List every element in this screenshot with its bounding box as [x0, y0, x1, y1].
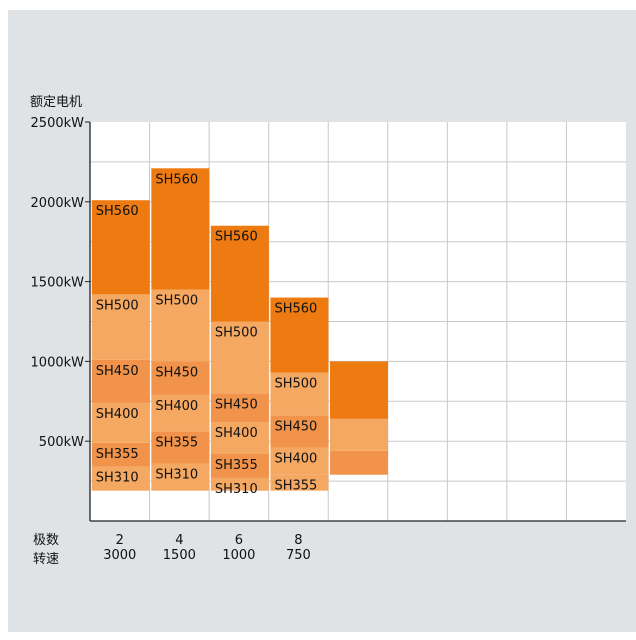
- segment-label: SH400: [96, 407, 139, 422]
- segment-label: SH310: [155, 468, 198, 483]
- bar-segment: [210, 393, 269, 423]
- bar-segment: [330, 418, 388, 451]
- x-row2-label: 转速: [33, 552, 59, 567]
- bar-segment: [210, 422, 269, 454]
- segment-label: SH400: [155, 399, 198, 414]
- axes: [89, 122, 626, 522]
- y-tick-label: 2000kW: [31, 196, 85, 211]
- bar-segment: [270, 415, 329, 448]
- segment-label: SH500: [96, 298, 139, 313]
- y-tick-labels: 500kW 1000kW 1500kW 2000kW 2500kW: [31, 116, 90, 450]
- y-tick-label: 1000kW: [31, 355, 85, 370]
- segment-label: SH355: [215, 458, 258, 473]
- bar-segment: [151, 168, 210, 290]
- segment-label: SH500: [215, 326, 258, 341]
- bar-segment: [151, 394, 210, 432]
- segment-label: SH560: [96, 204, 139, 219]
- y-tick-label: 500kW: [39, 435, 84, 450]
- bar-segment: [151, 463, 210, 491]
- segment-label: SH560: [215, 230, 258, 245]
- x-tick-label-pole: 8: [294, 533, 302, 548]
- bar-segment: [270, 372, 329, 416]
- bar-segment: [210, 321, 269, 394]
- bar-segment: [330, 361, 388, 419]
- y-axis-title: 额定电机: [30, 95, 82, 110]
- segment-label: SH400: [215, 426, 258, 441]
- bar-segment: [270, 474, 329, 491]
- segment-label: SH450: [274, 420, 317, 435]
- segment-label: SH355: [96, 447, 139, 462]
- bar-segment: [91, 200, 150, 295]
- x-tick-label-speed: 750: [286, 548, 311, 563]
- y-tick-label: 2500kW: [31, 116, 85, 131]
- x-tick-label-pole: 4: [175, 533, 183, 548]
- bar-segment: [91, 442, 150, 467]
- segment-label: SH400: [274, 452, 317, 467]
- x-tick-label-speed: 1500: [163, 548, 196, 563]
- segment-label: SH450: [215, 397, 258, 412]
- segment-label: SH450: [155, 365, 198, 380]
- segment-label: SH560: [274, 302, 317, 317]
- bar-segment: [270, 297, 329, 373]
- segment-label: SH355: [274, 479, 317, 494]
- segment-label: SH500: [155, 294, 198, 309]
- bar-segment: [330, 450, 388, 475]
- bar-segment: [270, 447, 329, 475]
- bar-segment: [91, 359, 150, 403]
- bar-segment: [210, 225, 269, 322]
- bar-segment: [91, 294, 150, 360]
- segment-label: SH500: [274, 377, 317, 392]
- bar-segment: [91, 466, 150, 491]
- bar-segment: [151, 431, 210, 464]
- y-tick-label: 1500kW: [31, 276, 85, 291]
- segment-label: SH560: [155, 172, 198, 187]
- x-tick-label-pole: 2: [116, 533, 124, 548]
- x-tick-label-pole: 6: [235, 533, 243, 548]
- bar-segment: [151, 361, 210, 395]
- bar-segment: [151, 289, 210, 362]
- segment-label: SH355: [155, 436, 198, 451]
- x-row1-label: 极数: [33, 533, 59, 548]
- bar-segment: [210, 453, 269, 478]
- bar-segment: [91, 402, 150, 443]
- segment-label: SH310: [96, 471, 139, 486]
- segment-label: SH310: [215, 482, 258, 497]
- segment-label: SH450: [96, 364, 139, 379]
- bar-segment: [210, 477, 269, 491]
- x-tick-label-speed: 3000: [103, 548, 136, 563]
- x-tick-label-speed: 1000: [222, 548, 255, 563]
- bars: SH310 SH355 SH400 SH450 SH500 SH560 SH310 SH355…: [91, 168, 388, 497]
